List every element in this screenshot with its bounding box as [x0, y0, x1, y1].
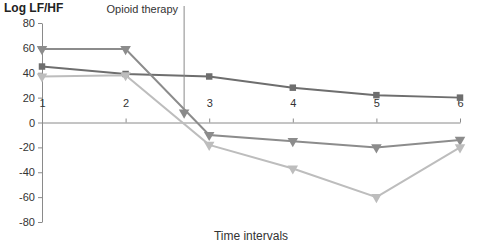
- y-tick-mark: [38, 147, 42, 148]
- series-marker: [37, 46, 48, 55]
- x-tick: 4: [290, 97, 296, 123]
- annotation-text: Opioid therapy: [107, 3, 179, 15]
- y-tick-label: 60: [23, 42, 35, 54]
- y-tick-label: 80: [23, 17, 35, 29]
- series-marker: [371, 194, 382, 203]
- series-marker: [373, 92, 379, 98]
- x-tick-mark: [209, 119, 210, 123]
- plot-area: [37, 46, 466, 203]
- series-line: [42, 75, 460, 197]
- series-marker: [206, 73, 212, 79]
- annotation-arrowhead: [179, 110, 190, 119]
- y-tick-label: 40: [23, 67, 35, 79]
- series-marker: [120, 72, 131, 81]
- x-axis-title: Time intervals: [214, 229, 288, 243]
- series-marker: [288, 165, 299, 174]
- y-tick: 0: [29, 117, 42, 129]
- y-tick: 80: [23, 17, 42, 29]
- y-tick-label: -40: [19, 166, 35, 178]
- x-tick-mark: [42, 119, 43, 123]
- y-tick-label: -20: [19, 141, 35, 153]
- x-tick-mark: [293, 119, 294, 123]
- series-marker: [457, 94, 463, 100]
- x-tick-label: 4: [290, 97, 296, 109]
- series-marker: [120, 46, 131, 55]
- series-marker: [204, 132, 215, 141]
- x-tick-mark: [126, 119, 127, 123]
- series-line: [42, 67, 460, 98]
- y-tick-mark: [38, 172, 42, 173]
- series-marker: [371, 144, 382, 153]
- y-tick-mark: [38, 23, 42, 24]
- series-marker: [37, 73, 48, 82]
- x-tick: 3: [207, 97, 213, 123]
- x-tick: 1: [39, 97, 45, 123]
- y-tick-mark: [38, 222, 42, 223]
- x-tick-mark: [460, 119, 461, 123]
- x-tick-mark: [376, 119, 377, 123]
- y-tick-mark: [38, 197, 42, 198]
- y-tick-label: -80: [19, 216, 35, 228]
- x-tick-label: 2: [123, 97, 129, 109]
- x-tick: 5: [374, 97, 380, 123]
- chart: -80-60-40-20020406080123456Opioid therap…: [0, 0, 500, 245]
- y-tick: -40: [19, 166, 42, 178]
- y-tick-label: 20: [23, 92, 35, 104]
- y-tick: -80: [19, 216, 42, 228]
- series-marker: [288, 138, 299, 147]
- x-axis-line: [43, 123, 461, 124]
- y-tick: -60: [19, 191, 42, 203]
- x-tick-label: 3: [207, 97, 213, 109]
- x-tick: 2: [123, 97, 129, 123]
- y-axis-title: Log LF/HF: [4, 1, 63, 15]
- series-line: [42, 49, 460, 147]
- x-tick-label: 1: [39, 97, 45, 109]
- y-tick: -20: [19, 141, 42, 153]
- series-marker: [290, 84, 296, 90]
- series-marker: [204, 142, 215, 151]
- annotation-line: [184, 6, 185, 109]
- x-axis: 123456: [39, 97, 463, 124]
- y-tick-mark: [38, 123, 42, 124]
- y-tick-label: 0: [29, 117, 35, 129]
- series-marker: [455, 144, 466, 153]
- series-marker: [39, 63, 45, 69]
- y-tick-label: -60: [19, 191, 35, 203]
